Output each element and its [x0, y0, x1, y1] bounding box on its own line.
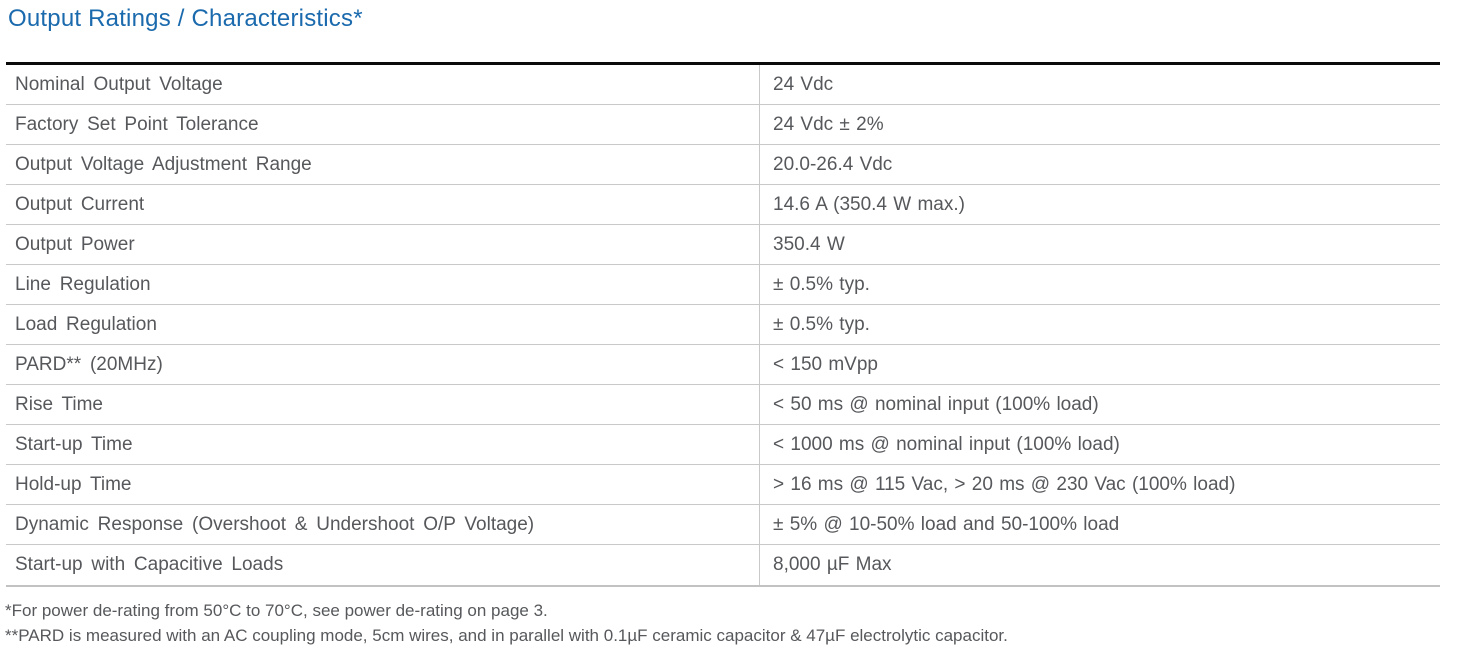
page-title: Output Ratings / Characteristics* — [8, 5, 363, 32]
datasheet-page: Output Ratings / Characteristics* Nomina… — [0, 6, 1468, 647]
table-row: Output Power 350.4 W — [6, 225, 1440, 265]
table-row: Output Current 14.6 A (350.4 W max.) — [6, 185, 1440, 225]
footnotes: *For power de-rating from 50°C to 70°C, … — [5, 598, 1468, 647]
spec-value: < 50 ms @ nominal input (100% load) — [773, 393, 1099, 415]
spec-value: < 1000 ms @ nominal input (100% load) — [773, 433, 1120, 455]
table-row: PARD** (20MHz) < 150 mVpp — [6, 345, 1440, 385]
table-row: Hold-up Time > 16 ms @ 115 Vac, > 20 ms @… — [6, 465, 1440, 505]
output-ratings-table: Nominal Output Voltage 24 Vdc Factory Set … — [6, 62, 1440, 587]
spec-label: Start-up Time — [6, 425, 760, 464]
table-row: Load Regulation ± 0.5% typ. — [6, 305, 1440, 345]
spec-label: Output Current — [6, 185, 760, 224]
table-row: Start-up Time < 1000 ms @ nominal input (… — [6, 425, 1440, 465]
table-row: Dynamic Response (Overshoot & Undershoot… — [6, 505, 1440, 545]
spec-value: 24 Vdc — [773, 73, 834, 95]
spec-value: 14.6 A (350.4 W max.) — [773, 193, 965, 215]
spec-label: Start-up with Capacitive Loads — [6, 545, 760, 585]
table-row: Start-up with Capacitive Loads 8,000 µF M… — [6, 545, 1440, 585]
spec-label: Output Voltage Adjustment Range — [6, 145, 760, 184]
spec-value: ± 0.5% typ. — [773, 273, 870, 295]
table-row: Factory Set Point Tolerance 24 Vdc ± 2% — [6, 105, 1440, 145]
footnote-power-derating: *For power de-rating from 50°C to 70°C, … — [5, 601, 548, 620]
spec-value: 350.4 W — [773, 233, 845, 255]
spec-value: < 150 mVpp — [773, 353, 878, 375]
spec-value: 24 Vdc ± 2% — [773, 113, 884, 135]
spec-value: ± 5% @ 10-50% load and 50-100% load — [773, 513, 1120, 535]
spec-value: 20.0-26.4 Vdc — [773, 153, 893, 175]
spec-label: Load Regulation — [6, 305, 760, 344]
spec-label: Dynamic Response (Overshoot & Undershoot… — [6, 505, 760, 544]
spec-label: Factory Set Point Tolerance — [6, 105, 760, 144]
spec-label: Nominal Output Voltage — [6, 65, 760, 104]
spec-value: 8,000 µF Max — [773, 554, 892, 575]
spec-label: Output Power — [6, 225, 760, 264]
spec-label: Line Regulation — [6, 265, 760, 304]
table-row: Line Regulation ± 0.5% typ. — [6, 265, 1440, 305]
spec-value: ± 0.5% typ. — [773, 313, 870, 335]
spec-value: > 16 ms @ 115 Vac, > 20 ms @ 230 Vac (10… — [773, 473, 1236, 495]
footnote-pard-measurement: **PARD is measured with an AC coupling m… — [5, 626, 1008, 645]
spec-label: Hold-up Time — [6, 465, 760, 504]
table-row: Output Voltage Adjustment Range 20.0-26.4… — [6, 145, 1440, 185]
spec-label: PARD** (20MHz) — [6, 345, 760, 384]
spec-label: Rise Time — [6, 385, 760, 424]
table-row: Rise Time < 50 ms @ nominal input (100% l… — [6, 385, 1440, 425]
table-row: Nominal Output Voltage 24 Vdc — [6, 65, 1440, 105]
